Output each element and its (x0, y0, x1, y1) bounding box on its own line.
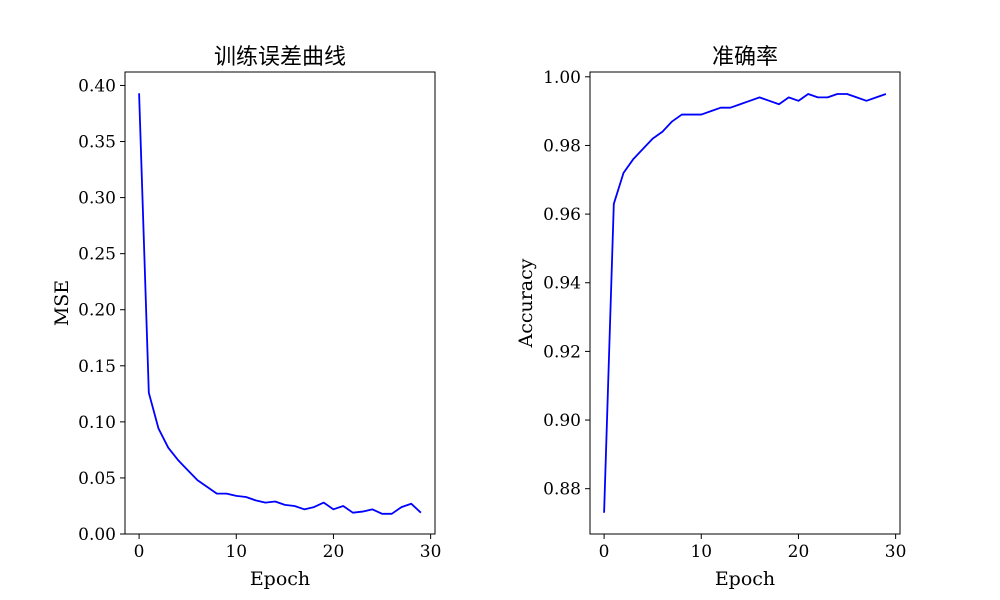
accuracy-chart: 准确率 Epoch Accuracy 0 10 20 30 0.88 0.90 0.92 0.… (515, 45, 906, 590)
x-axis-label: Epoch (250, 568, 310, 590)
x-tick-label: 0 (134, 542, 145, 562)
x-tick-label: 30 (885, 542, 907, 562)
chart-title: 准确率 (712, 45, 778, 70)
x-tick-label: 10 (225, 542, 247, 562)
y-tick-label: 0.35 (78, 133, 116, 153)
y-tick-label: 0.30 (78, 189, 116, 209)
plot-frame (589, 71, 901, 535)
y-tick-label: 0.92 (543, 342, 581, 362)
y-tick-label: 0.90 (543, 411, 581, 431)
y-tick-label: 0.98 (543, 136, 581, 156)
y-axis-label: MSE (51, 280, 73, 326)
y-tick-label: 0.40 (78, 76, 116, 96)
y-tick-label: 0.15 (78, 357, 116, 377)
series-line (138, 93, 422, 515)
y-tick-label: 0.10 (78, 413, 116, 433)
y-tick-label: 0.05 (78, 469, 116, 489)
y-tick-label: 0.25 (78, 245, 116, 265)
series-line (603, 93, 887, 513)
y-tick-label: 0.96 (543, 205, 581, 225)
x-tick-label: 20 (788, 542, 810, 562)
x-tick-label: 20 (323, 542, 345, 562)
y-tick-label: 0.94 (543, 274, 581, 294)
y-axis-label: Accuracy (515, 258, 537, 348)
y-tick-label: 0.00 (78, 525, 116, 545)
x-axis-label: Epoch (715, 568, 775, 590)
chart-title: 训练误差曲线 (214, 45, 346, 70)
x-tick-label: 10 (690, 542, 712, 562)
y-tick-label: 0.88 (543, 480, 581, 500)
x-tick-label: 30 (420, 542, 442, 562)
y-tick-label: 1.00 (543, 68, 581, 88)
plot-frame (124, 71, 436, 535)
mse-chart: 训练误差曲线 Epoch MSE 0 10 20 30 0.00 0.05 0.10 0.15… (51, 45, 441, 590)
y-tick-label: 0.20 (78, 301, 116, 321)
x-tick-label: 0 (599, 542, 610, 562)
